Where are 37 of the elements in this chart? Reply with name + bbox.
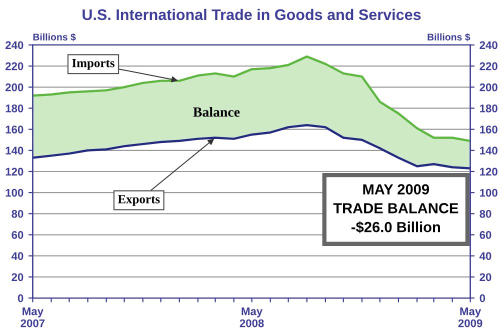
y2-tick-label: 40 <box>480 252 492 260</box>
y2-tick-label: 220 <box>480 62 498 70</box>
y2-tick-label: 160 <box>480 126 498 134</box>
y-tick-label: 240 <box>6 41 24 50</box>
y-tick-label: 120 <box>6 168 24 176</box>
annotation: MAY 2009 TRADE BALANCE -$26.0 Billion <box>333 184 458 234</box>
annotation: Balance <box>193 106 240 117</box>
y-tick-label: 160 <box>6 126 24 134</box>
y2-tick-label: 140 <box>480 146 498 155</box>
annotation: Exports <box>118 195 160 206</box>
y-tick-label: 80 <box>12 210 24 218</box>
y-tick-label: 220 <box>6 62 24 70</box>
annotation: Imports <box>72 58 114 70</box>
y-tick-label: 20 <box>12 273 24 282</box>
y2-tick-label: 0 <box>480 294 486 302</box>
y2-tick-label: 60 <box>480 231 492 239</box>
y-tick-label: 0 <box>18 294 24 302</box>
x-tick-label: May 2008 <box>240 307 264 328</box>
x-tick-label: May 2009 <box>458 307 482 328</box>
y2-tick-label: 100 <box>480 188 498 197</box>
x-tick-label: May 2007 <box>20 307 45 328</box>
y-tick-label: 140 <box>6 146 24 155</box>
y2-tick-label: 240 <box>480 41 498 50</box>
y-tick-label: 180 <box>6 104 24 112</box>
y2-tick-label: 180 <box>480 104 498 112</box>
y-tick-label: 40 <box>11 252 24 260</box>
y2-tick-label: 200 <box>480 83 498 92</box>
y-tick-label: 100 <box>6 188 24 197</box>
y2-axis-title: Billions $ <box>428 33 470 42</box>
y2-tick-label: 80 <box>480 210 492 218</box>
y2-tick-label: 120 <box>480 168 498 176</box>
chart-title: U.S. International Trade in Goods and Services <box>82 8 421 20</box>
y-tick-label: 200 <box>6 83 24 92</box>
y-axis-title: Billions $ <box>33 33 76 42</box>
y2-tick-label: 20 <box>480 273 492 282</box>
line-series <box>32 124 470 170</box>
y-tick-label: 60 <box>12 231 24 239</box>
